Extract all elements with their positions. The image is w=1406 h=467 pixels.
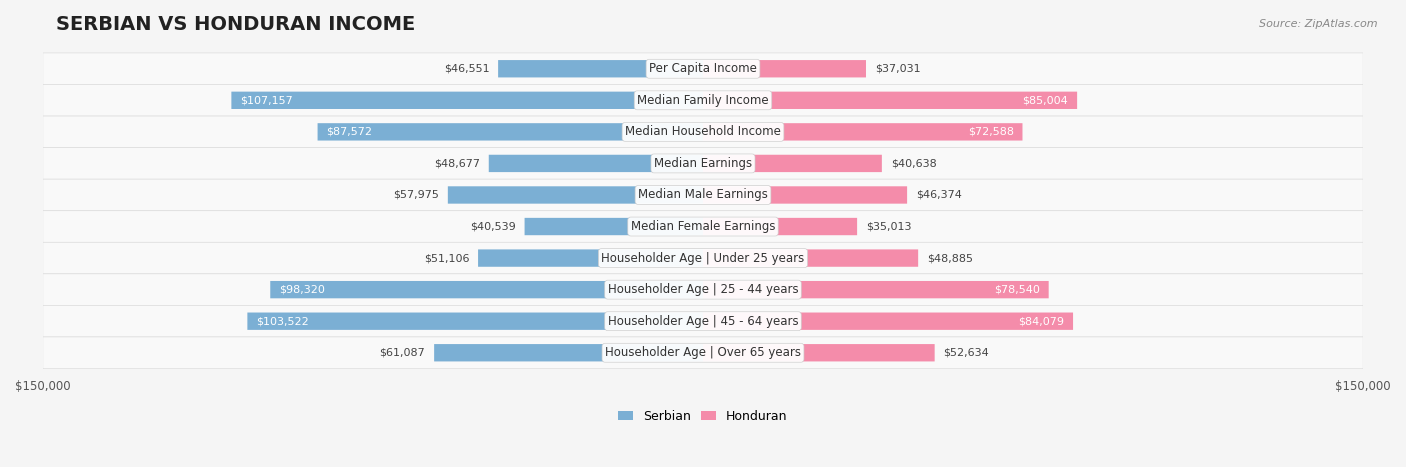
Text: $98,320: $98,320 [278, 285, 325, 295]
Text: Householder Age | Over 65 years: Householder Age | Over 65 years [605, 346, 801, 359]
Legend: Serbian, Honduran: Serbian, Honduran [613, 405, 793, 428]
FancyBboxPatch shape [42, 305, 1364, 337]
FancyBboxPatch shape [449, 186, 703, 204]
Text: $103,522: $103,522 [256, 316, 309, 326]
FancyBboxPatch shape [232, 92, 703, 109]
Text: Householder Age | 25 - 44 years: Householder Age | 25 - 44 years [607, 283, 799, 296]
FancyBboxPatch shape [42, 148, 1364, 179]
Text: $37,031: $37,031 [875, 64, 921, 74]
FancyBboxPatch shape [524, 218, 703, 235]
FancyBboxPatch shape [703, 344, 935, 361]
Text: $87,572: $87,572 [326, 127, 373, 137]
FancyBboxPatch shape [270, 281, 703, 298]
Text: $40,638: $40,638 [890, 158, 936, 169]
Text: Median Female Earnings: Median Female Earnings [631, 220, 775, 233]
Text: Per Capita Income: Per Capita Income [650, 62, 756, 75]
Text: $84,079: $84,079 [1018, 316, 1064, 326]
Text: $51,106: $51,106 [423, 253, 470, 263]
Text: $78,540: $78,540 [994, 285, 1040, 295]
Text: $61,087: $61,087 [380, 348, 426, 358]
Text: Median Family Income: Median Family Income [637, 94, 769, 107]
Text: Householder Age | Under 25 years: Householder Age | Under 25 years [602, 252, 804, 265]
FancyBboxPatch shape [318, 123, 703, 141]
Text: Median Household Income: Median Household Income [626, 125, 780, 138]
FancyBboxPatch shape [42, 274, 1364, 305]
FancyBboxPatch shape [703, 218, 858, 235]
Text: $48,677: $48,677 [434, 158, 479, 169]
Text: $72,588: $72,588 [967, 127, 1014, 137]
Text: SERBIAN VS HONDURAN INCOME: SERBIAN VS HONDURAN INCOME [56, 15, 415, 34]
FancyBboxPatch shape [498, 60, 703, 78]
FancyBboxPatch shape [703, 60, 866, 78]
FancyBboxPatch shape [42, 53, 1364, 85]
FancyBboxPatch shape [42, 116, 1364, 148]
Text: $57,975: $57,975 [394, 190, 439, 200]
FancyBboxPatch shape [703, 155, 882, 172]
FancyBboxPatch shape [247, 312, 703, 330]
FancyBboxPatch shape [489, 155, 703, 172]
Text: $52,634: $52,634 [943, 348, 990, 358]
Text: Source: ZipAtlas.com: Source: ZipAtlas.com [1260, 19, 1378, 28]
FancyBboxPatch shape [478, 249, 703, 267]
FancyBboxPatch shape [434, 344, 703, 361]
Text: $40,539: $40,539 [470, 221, 516, 232]
FancyBboxPatch shape [703, 123, 1022, 141]
FancyBboxPatch shape [703, 249, 918, 267]
Text: Householder Age | 45 - 64 years: Householder Age | 45 - 64 years [607, 315, 799, 328]
Text: $35,013: $35,013 [866, 221, 911, 232]
Text: Median Male Earnings: Median Male Earnings [638, 189, 768, 201]
Text: $107,157: $107,157 [240, 95, 292, 106]
FancyBboxPatch shape [42, 242, 1364, 274]
Text: Median Earnings: Median Earnings [654, 157, 752, 170]
FancyBboxPatch shape [703, 312, 1073, 330]
FancyBboxPatch shape [703, 92, 1077, 109]
Text: $46,374: $46,374 [915, 190, 962, 200]
Text: $46,551: $46,551 [444, 64, 489, 74]
FancyBboxPatch shape [42, 211, 1364, 242]
FancyBboxPatch shape [42, 337, 1364, 368]
Text: $48,885: $48,885 [927, 253, 973, 263]
FancyBboxPatch shape [42, 179, 1364, 211]
FancyBboxPatch shape [703, 186, 907, 204]
FancyBboxPatch shape [703, 281, 1049, 298]
Text: $85,004: $85,004 [1022, 95, 1069, 106]
FancyBboxPatch shape [42, 85, 1364, 116]
